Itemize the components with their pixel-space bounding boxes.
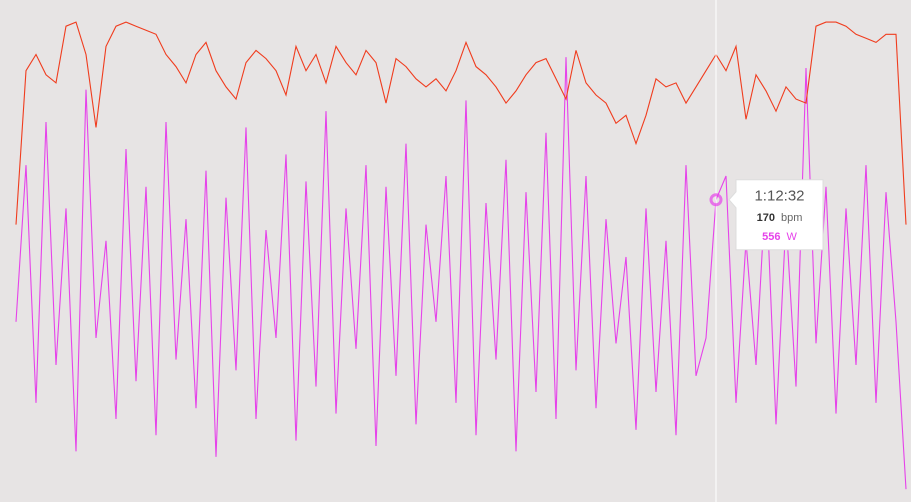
power-line bbox=[15, 57, 907, 490]
tooltip-heart-rate: 170 bpm bbox=[757, 212, 803, 224]
heart-rate-unit: bpm bbox=[781, 212, 802, 224]
tooltip-box bbox=[728, 179, 824, 251]
plot bbox=[15, 21, 907, 490]
tooltip-time: 1:12:32 bbox=[754, 188, 804, 205]
tooltip-power: 556 W bbox=[762, 231, 797, 243]
hover-point bbox=[709, 193, 723, 207]
tooltip: 1:12:32 170 bpm 556 W bbox=[728, 179, 824, 251]
power-value: 556 bbox=[762, 231, 780, 243]
power-unit: W bbox=[787, 231, 798, 243]
heart-rate-value: 170 bbox=[757, 212, 775, 224]
heart-rate-line bbox=[15, 21, 907, 225]
